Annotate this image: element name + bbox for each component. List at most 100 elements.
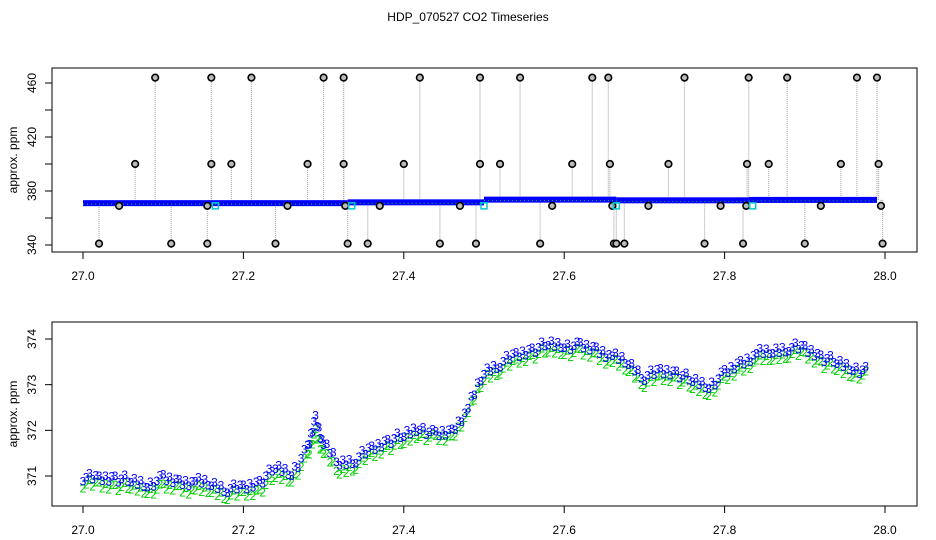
series-point-2: 2 (606, 354, 613, 368)
series-point-3: 3 (202, 473, 209, 487)
series-point-2: 2 (455, 420, 462, 434)
series-point-3: 3 (256, 473, 263, 487)
series-point-2: 2 (186, 487, 193, 501)
series-point-3: 3 (603, 351, 610, 365)
series-point-3: 3 (606, 348, 613, 362)
series-point-2: 2 (676, 378, 683, 392)
series-point-2: 2 (692, 378, 699, 392)
series-point-3: 3 (846, 363, 853, 377)
series-point-2: 2 (391, 438, 398, 452)
series-point-3: 3 (599, 344, 606, 358)
series-point-2: 2 (564, 344, 571, 358)
series-point-2: 2 (705, 389, 712, 403)
series-point-3: 3 (99, 474, 106, 488)
series-point-2: 2 (500, 361, 507, 375)
outlier-point (515, 73, 525, 82)
series-point-2: 2 (744, 358, 751, 372)
baseline-segment (484, 196, 617, 203)
series-point-2: 2 (808, 349, 815, 363)
series-point-2: 2 (757, 349, 764, 363)
series-point-3: 3 (330, 446, 337, 460)
series-point-2: 2 (664, 370, 671, 384)
series-point-3: 3 (384, 432, 391, 446)
series-point-2: 2 (291, 467, 298, 481)
series-point-3: 3 (449, 422, 456, 436)
series-point-3: 3 (577, 335, 584, 349)
series-point-2: 2 (309, 438, 316, 452)
series-point-3: 3 (628, 356, 635, 370)
series-point-2: 2 (519, 351, 526, 365)
series-point-3: 3 (728, 359, 735, 373)
series-point-2: 2 (312, 422, 319, 436)
series-point-2: 2 (654, 369, 661, 383)
series-point-2: 2 (285, 475, 292, 489)
series-point-2: 2 (554, 342, 561, 356)
outlier-point (363, 239, 372, 248)
series-point-2: 2 (426, 431, 433, 445)
series-point-2: 2 (481, 374, 488, 388)
series-point-3: 3 (356, 450, 363, 464)
series-point-3: 3 (250, 481, 257, 495)
outlier-point (605, 159, 615, 169)
outlier-stems (98, 77, 884, 244)
series-point-3: 3 (423, 428, 430, 442)
series-point-3: 3 (734, 356, 741, 370)
baseline-segment (616, 197, 749, 204)
outlier-point (247, 73, 256, 82)
series-point-3: 3 (298, 452, 305, 466)
outlier-point (167, 239, 176, 248)
series-point-3: 3 (519, 344, 526, 358)
series-point-3: 3 (644, 369, 651, 383)
series-point-2: 2 (256, 483, 263, 497)
series-point-3: 3 (798, 338, 805, 352)
series-point-2: 2 (529, 348, 536, 362)
series-point-2: 2 (259, 486, 266, 500)
series-point-3: 3 (532, 346, 539, 360)
outlier-point (536, 239, 545, 248)
series-point-3: 3 (490, 358, 497, 372)
series-point-2: 2 (306, 447, 313, 461)
series-point-3: 3 (696, 378, 703, 392)
series-point-3: 3 (516, 350, 523, 364)
series-point-3: 3 (859, 363, 866, 377)
series-point-2: 2 (673, 371, 680, 385)
series-point-3: 3 (445, 423, 452, 437)
series-point-3: 3 (731, 363, 738, 377)
series-point-2: 2 (635, 370, 642, 384)
y-tick-label: 374 (25, 329, 39, 349)
series-point-3: 3 (619, 350, 626, 364)
series-point-3: 3 (526, 342, 533, 356)
series-point-3: 3 (83, 470, 90, 484)
series-point-2: 2 (862, 365, 869, 379)
outlier-point (415, 73, 424, 82)
series-point-2: 2 (99, 481, 106, 495)
series-point-3: 3 (169, 476, 176, 490)
series-point-3: 3 (744, 351, 751, 365)
series-point-3: 3 (692, 372, 699, 386)
series-point-2: 2 (641, 381, 648, 395)
series-point-2: 2 (137, 481, 144, 495)
series-point-3: 3 (670, 364, 677, 378)
series-point-3: 3 (481, 367, 488, 381)
outlier-point (114, 201, 124, 210)
y-tick-label: 380 (25, 181, 39, 201)
series-point-3: 3 (375, 437, 382, 451)
x-tick-label: 27.0 (71, 523, 95, 537)
series-point-2: 2 (315, 432, 322, 446)
series-point-2: 2 (458, 421, 465, 435)
series-point-2: 2 (118, 480, 125, 494)
bottom-x-axis: 27.0 27.2 27.4 27.6 27.8 28.0 (71, 506, 897, 537)
series-point-2: 2 (333, 464, 340, 478)
series-point-2: 2 (253, 483, 260, 497)
outlier-point (339, 159, 348, 169)
series-point-3: 3 (583, 337, 590, 351)
series-point-2: 2 (195, 479, 202, 493)
series-point-3: 3 (359, 444, 366, 458)
series-point-3: 3 (452, 423, 459, 437)
series-point-3: 3 (426, 425, 433, 439)
outlier-point (151, 73, 160, 82)
series-point-2: 2 (760, 354, 767, 368)
series-point-2: 2 (493, 369, 500, 383)
series-point-2: 2 (593, 347, 600, 361)
series-point-3: 3 (850, 364, 857, 378)
